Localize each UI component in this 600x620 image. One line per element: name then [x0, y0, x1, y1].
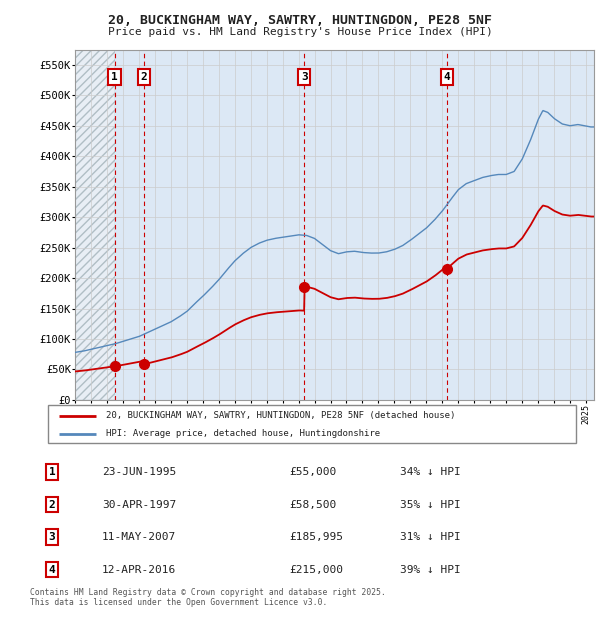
Text: 35% ↓ HPI: 35% ↓ HPI: [400, 500, 461, 510]
Bar: [75, 50, 115, 400]
Text: 31% ↓ HPI: 31% ↓ HPI: [400, 532, 461, 542]
Text: 20, BUCKINGHAM WAY, SAWTRY, HUNTINGDON, PE28 5NF: 20, BUCKINGHAM WAY, SAWTRY, HUNTINGDON, …: [108, 14, 492, 27]
Text: 1: 1: [111, 72, 118, 82]
Bar: [144, 50, 304, 400]
Text: 23-JUN-1995: 23-JUN-1995: [102, 467, 176, 477]
Text: Price paid vs. HM Land Registry's House Price Index (HPI): Price paid vs. HM Land Registry's House …: [107, 27, 493, 37]
Bar: [447, 50, 594, 400]
Text: £58,500: £58,500: [289, 500, 337, 510]
Text: £215,000: £215,000: [289, 565, 343, 575]
Text: £185,995: £185,995: [289, 532, 343, 542]
Text: 34% ↓ HPI: 34% ↓ HPI: [400, 467, 461, 477]
Text: 2: 2: [141, 72, 148, 82]
Text: 4: 4: [443, 72, 450, 82]
Text: 2: 2: [49, 500, 55, 510]
Text: 3: 3: [301, 72, 308, 82]
Bar: [115, 50, 144, 400]
Text: 20, BUCKINGHAM WAY, SAWTRY, HUNTINGDON, PE28 5NF (detached house): 20, BUCKINGHAM WAY, SAWTRY, HUNTINGDON, …: [106, 411, 455, 420]
Text: £55,000: £55,000: [289, 467, 337, 477]
Bar: [304, 50, 447, 400]
Text: 12-APR-2016: 12-APR-2016: [102, 565, 176, 575]
Text: Contains HM Land Registry data © Crown copyright and database right 2025.
This d: Contains HM Land Registry data © Crown c…: [30, 588, 386, 607]
Text: 30-APR-1997: 30-APR-1997: [102, 500, 176, 510]
Text: 3: 3: [49, 532, 55, 542]
Text: 11-MAY-2007: 11-MAY-2007: [102, 532, 176, 542]
Text: 4: 4: [49, 565, 55, 575]
Text: HPI: Average price, detached house, Huntingdonshire: HPI: Average price, detached house, Hunt…: [106, 429, 380, 438]
Text: 1: 1: [49, 467, 55, 477]
Text: 39% ↓ HPI: 39% ↓ HPI: [400, 565, 461, 575]
